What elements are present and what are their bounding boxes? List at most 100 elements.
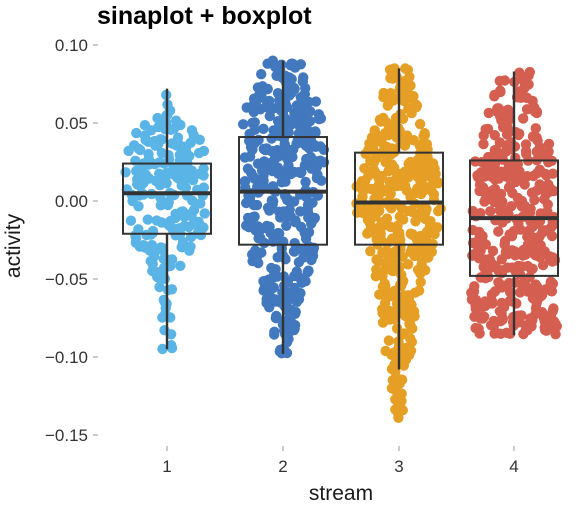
sina-point xyxy=(125,215,137,226)
sina-point xyxy=(268,233,279,245)
sina-point xyxy=(526,264,537,275)
sina-point xyxy=(385,188,396,199)
sina-point xyxy=(145,125,157,136)
sina-point xyxy=(270,312,281,324)
sina-point xyxy=(300,83,311,94)
sina-point xyxy=(550,329,561,340)
sina-point xyxy=(291,266,302,277)
sina-point xyxy=(523,79,534,90)
box xyxy=(122,162,212,235)
sina-point xyxy=(539,246,550,257)
sina-point xyxy=(420,265,431,276)
sina-point xyxy=(489,130,500,141)
sina-point xyxy=(289,323,300,335)
sina-point xyxy=(133,201,144,212)
sina-point xyxy=(306,254,317,266)
sina-point xyxy=(395,307,406,319)
sina-point xyxy=(412,155,423,166)
sina-point xyxy=(396,203,407,214)
sina-point xyxy=(281,128,293,139)
boxplots xyxy=(122,60,559,370)
x-axis: 1 2 3 4 xyxy=(162,446,519,476)
sina-point xyxy=(389,287,400,298)
sina-point xyxy=(198,182,209,193)
sina-point xyxy=(528,232,539,243)
sina-point xyxy=(543,138,555,150)
sina-point xyxy=(527,293,539,304)
sina-point xyxy=(198,222,209,233)
sina-point xyxy=(304,115,316,127)
sina-point xyxy=(403,259,414,270)
sina-point xyxy=(247,218,258,229)
sina-point xyxy=(414,140,425,151)
sina-point xyxy=(302,266,313,278)
sina-point xyxy=(409,287,421,298)
sina-point xyxy=(499,75,510,86)
sina-point xyxy=(179,211,190,223)
sina-point xyxy=(289,112,300,123)
sina-point xyxy=(195,198,206,209)
sina-point xyxy=(371,254,382,265)
sina-point xyxy=(276,249,287,260)
sina-point xyxy=(278,206,289,217)
sina-point xyxy=(487,245,499,257)
sina-point xyxy=(375,116,386,127)
sina-point xyxy=(383,335,395,346)
sina-point xyxy=(550,318,561,329)
sina-point xyxy=(391,298,403,309)
sina-point xyxy=(518,113,529,124)
sina-point xyxy=(517,280,528,291)
sina-point xyxy=(294,166,305,178)
sina-point xyxy=(310,163,321,175)
sina-point xyxy=(388,95,399,106)
y-tick-label: −0.15 xyxy=(45,426,88,445)
sina-point xyxy=(257,81,268,92)
sina-point xyxy=(313,113,325,125)
sina-point xyxy=(252,249,263,260)
sina-point xyxy=(530,123,541,134)
sina-point xyxy=(423,245,434,257)
sina-point xyxy=(402,64,413,76)
sina-point xyxy=(154,281,165,293)
sina-point xyxy=(157,343,168,355)
sina-point xyxy=(389,63,400,74)
sina-point xyxy=(405,80,416,91)
sina-point xyxy=(377,307,388,319)
sina-point xyxy=(394,230,405,242)
sina-point xyxy=(357,207,369,219)
sina-point xyxy=(470,322,481,334)
sina-point xyxy=(131,127,142,139)
sina-point xyxy=(394,378,405,389)
sina-point xyxy=(493,226,504,237)
sina-point xyxy=(155,200,166,211)
sina-point xyxy=(157,312,168,323)
sina-point xyxy=(520,145,532,157)
y-axis-title: activity xyxy=(2,213,25,278)
sina-point xyxy=(486,185,498,197)
sina-point xyxy=(506,201,517,212)
sina-point xyxy=(371,234,382,245)
sina-point xyxy=(520,323,532,335)
sina-point xyxy=(529,194,540,206)
sina-point xyxy=(166,340,177,351)
sina-point xyxy=(412,183,423,194)
sina-point xyxy=(415,276,426,288)
sina-point xyxy=(163,196,174,208)
sina-point xyxy=(496,166,507,177)
sina-point xyxy=(501,145,512,157)
sina-point xyxy=(288,82,300,94)
sina-point xyxy=(239,176,251,187)
sina-point xyxy=(395,280,407,292)
boxplot-1 xyxy=(122,88,212,350)
sina-point xyxy=(283,160,294,171)
sina-point xyxy=(389,347,401,358)
sina-point xyxy=(248,106,259,118)
sina-point xyxy=(362,228,373,239)
sina-point xyxy=(531,185,543,196)
sina-point xyxy=(534,164,545,175)
sina-point xyxy=(410,169,422,180)
sina-point xyxy=(166,138,178,149)
sina-point xyxy=(281,220,292,231)
sina-point xyxy=(427,179,438,190)
sina-point xyxy=(380,128,391,139)
